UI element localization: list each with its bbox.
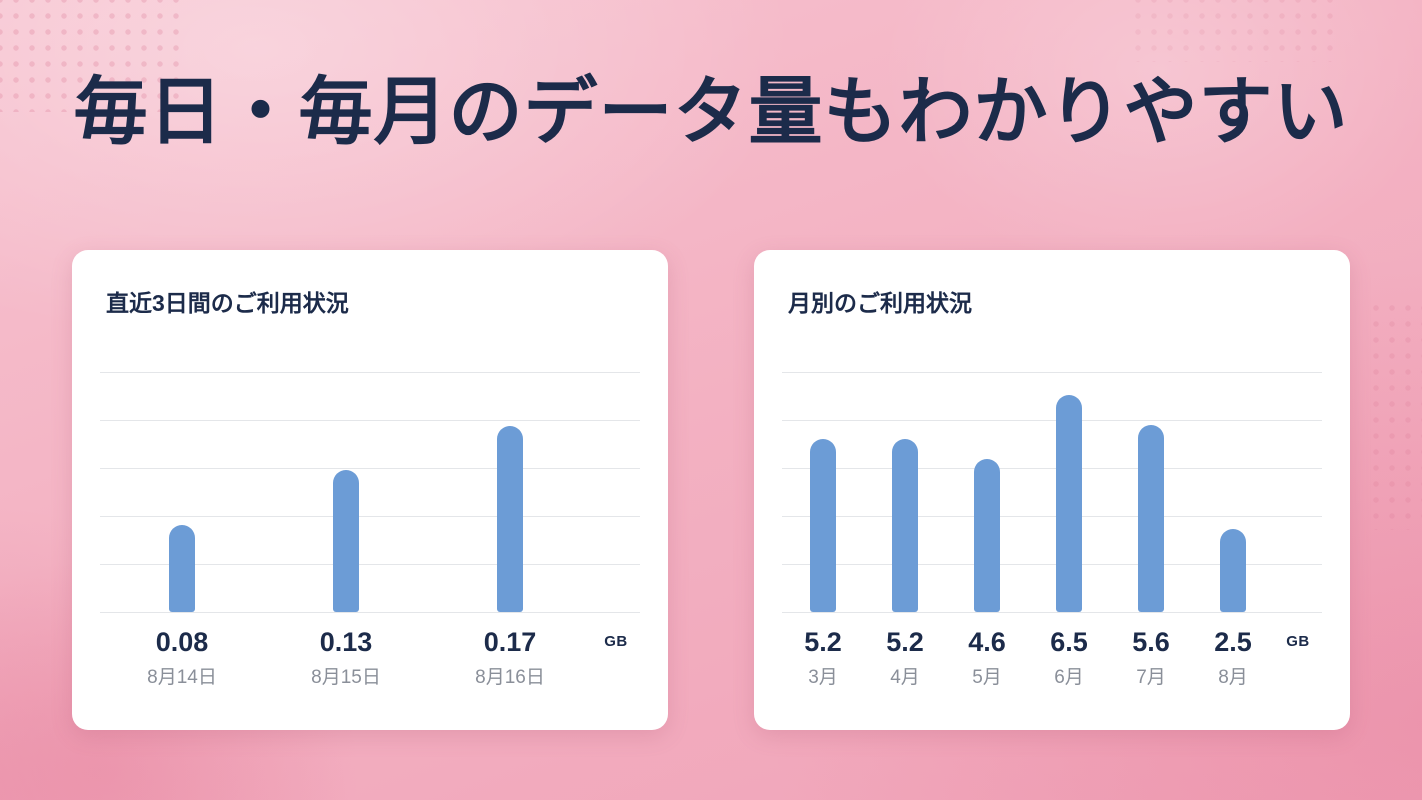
bar-category-label: 3月 xyxy=(808,667,838,688)
gridline xyxy=(100,420,640,421)
bar-track xyxy=(264,372,428,612)
monthly-usage-bar-chart: 5.2 3月 5.2 4月 4.6 5月 6.5 6月 5.6 7月 2.5 8月 GB xyxy=(782,372,1322,688)
bar-column: 6.5 6月 xyxy=(1028,372,1110,688)
bar-column: 5.2 4月 xyxy=(864,372,946,688)
bar-column: 5.6 7月 xyxy=(1110,372,1192,688)
unit-column: GB xyxy=(1274,372,1322,686)
bar xyxy=(892,438,918,612)
bar-category-label: 7月 xyxy=(1136,667,1166,688)
page-title: 毎日・毎月のデータ量もわかりやすい xyxy=(73,70,1349,153)
recent-usage-card-title: 直近3日間のご利用状況 xyxy=(106,290,349,316)
unit-column: GB xyxy=(592,372,640,686)
bar-track xyxy=(1028,372,1110,612)
gridline xyxy=(100,372,640,373)
bar-column: 2.5 8月 xyxy=(1192,372,1274,688)
bar-value-label: 5.6 xyxy=(1132,627,1170,657)
bar-value-label: 5.2 xyxy=(804,627,842,657)
bar-track xyxy=(1110,372,1192,612)
bar-columns: 0.08 8月14日 0.13 8月15日 0.17 8月16日 GB xyxy=(100,372,640,688)
bar-track xyxy=(946,372,1028,612)
gridline xyxy=(782,612,1322,613)
gridline xyxy=(782,420,1322,421)
bar-value-label: 5.2 xyxy=(886,627,924,657)
gridline xyxy=(782,468,1322,469)
recent-usage-bar-chart: 0.08 8月14日 0.13 8月15日 0.17 8月16日 GB xyxy=(100,372,640,688)
bar-category-label: 5月 xyxy=(972,667,1002,688)
gridline xyxy=(782,564,1322,565)
bar-category-label: 8月 xyxy=(1218,667,1248,688)
bar-value-label: 0.17 xyxy=(483,627,537,657)
bar-value-label: 0.08 xyxy=(155,627,209,657)
gridline xyxy=(100,612,640,613)
bar-column: 0.08 8月14日 xyxy=(100,372,264,688)
bar xyxy=(1056,395,1082,612)
bar-category-label: 6月 xyxy=(1054,667,1084,688)
bar-column: 5.2 3月 xyxy=(782,372,864,688)
bar xyxy=(1138,425,1164,612)
bar xyxy=(810,438,836,612)
monthly-usage-card: 月別のご利用状況 5.2 3月 5.2 4月 4.6 5月 6.5 6月 5.6 7月 2.5 8月 G… xyxy=(754,250,1350,730)
gridline xyxy=(100,468,640,469)
bar-column: 4.6 5月 xyxy=(946,372,1028,688)
bar-column: 0.13 8月15日 xyxy=(264,372,428,688)
gridlines xyxy=(100,372,640,613)
bar xyxy=(333,470,359,612)
gridline xyxy=(782,372,1322,373)
monthly-usage-card-title: 月別のご利用状況 xyxy=(788,290,972,316)
recent-3-days-usage-card: 直近3日間のご利用状況 0.08 8月14日 0.13 8月15日 0.17 8月16日 G… xyxy=(72,250,668,730)
bar-track xyxy=(100,372,264,612)
bar-category-label: 4月 xyxy=(890,667,920,688)
gridline xyxy=(100,516,640,517)
bar xyxy=(169,524,195,612)
bar-category-label: 8月16日 xyxy=(475,667,545,688)
bar-category-label: 8月15日 xyxy=(311,667,381,688)
bar-value-label: 6.5 xyxy=(1050,627,1088,657)
bar-value-label: 4.6 xyxy=(968,627,1006,657)
bar-track xyxy=(864,372,946,612)
bar-value-label: 2.5 xyxy=(1214,627,1252,657)
bar-columns: 5.2 3月 5.2 4月 4.6 5月 6.5 6月 5.6 7月 2.5 8月 GB xyxy=(782,372,1322,688)
gridlines xyxy=(782,372,1322,613)
unit-label: GB xyxy=(604,633,628,650)
unit-label: GB xyxy=(1286,633,1310,650)
bar xyxy=(1220,528,1246,612)
bar-column: 0.17 8月16日 xyxy=(428,372,592,688)
bar-track xyxy=(1192,372,1274,612)
bar-track xyxy=(1274,372,1322,612)
bar xyxy=(974,458,1000,612)
gridline xyxy=(100,564,640,565)
halftone-dots-decoration-right xyxy=(1368,300,1422,530)
bar-track xyxy=(782,372,864,612)
charts-row: 直近3日間のご利用状況 0.08 8月14日 0.13 8月15日 0.17 8月16日 G… xyxy=(72,250,1350,730)
bar-category-label: 8月14日 xyxy=(147,667,217,688)
bar-track xyxy=(592,372,640,612)
bar xyxy=(497,426,523,612)
bar-value-label: 0.13 xyxy=(319,627,373,657)
gridline xyxy=(782,516,1322,517)
bar-track xyxy=(428,372,592,612)
